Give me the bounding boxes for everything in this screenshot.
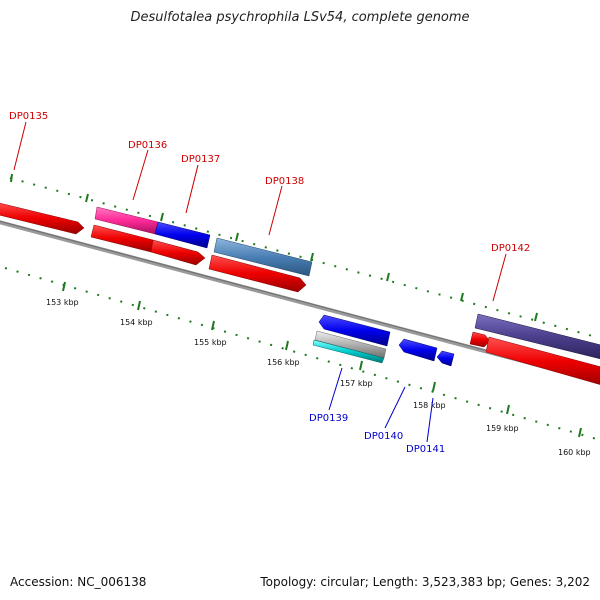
upper-major-tick [310, 252, 314, 262]
lower-major-tick [285, 340, 289, 351]
gene-labels: DP0135 DP0136 DP0137 DP0138 DP0139 DP014… [9, 111, 530, 455]
lower-major-tick [506, 404, 510, 415]
gene-label-dp0138: DP0138 [265, 176, 304, 187]
genome-summary: Topology: circular; Length: 3,523,383 bp… [260, 575, 590, 589]
gene-bar[interactable] [469, 331, 491, 348]
scale-label: 157 kbp [340, 379, 373, 388]
upper-major-tick [235, 232, 239, 242]
gene-label-dp0142: DP0142 [491, 243, 530, 254]
gene-label-dp0141: DP0141 [406, 444, 445, 455]
lower-major-tick [359, 360, 363, 371]
upper-tick-track [9, 173, 600, 339]
scale-label: 154 kbp [120, 318, 153, 327]
scale-label: 158 kbp [413, 401, 446, 410]
gene-bar[interactable] [150, 239, 206, 266]
map-title: Desulfotalea psychrophila LSv54, complet… [130, 10, 470, 25]
gene-arrow-dp0135[interactable] [0, 202, 85, 235]
label-leader-lines [13, 121, 507, 443]
lower-tick-track [4, 267, 600, 441]
gene-label-dp0137: DP0137 [181, 154, 220, 165]
gene-label-dp0139: DP0139 [309, 413, 348, 424]
scale-label: 159 kbp [486, 424, 519, 433]
upper-major-tick [460, 292, 464, 302]
scale-label: 160 kbp [558, 448, 591, 457]
lower-major-tick [432, 381, 436, 392]
scale-label: 155 kbp [194, 338, 227, 347]
upper-major-tick [386, 272, 390, 282]
upper-major-tick [160, 212, 164, 222]
gene-arrow-dp0142[interactable] [474, 313, 600, 360]
lower-major-tick [137, 300, 141, 311]
scale-label: 156 kbp [267, 358, 300, 367]
lower-major-tick [62, 281, 66, 292]
upper-major-tick [534, 312, 538, 322]
lower-major-tick [578, 427, 582, 438]
gene-bar[interactable] [208, 254, 307, 293]
upper-major-tick [10, 173, 13, 183]
lower-major-tick [211, 320, 215, 331]
gene-arrow-dp0140[interactable] [398, 338, 438, 362]
gene-bar[interactable] [312, 339, 385, 364]
gene-label-dp0135: DP0135 [9, 111, 48, 122]
reverse-gene-features [312, 314, 455, 367]
gene-arrow-dp0139[interactable] [318, 314, 391, 347]
gene-bar[interactable] [485, 336, 600, 386]
upper-major-tick [85, 193, 89, 203]
forward-gene-features [90, 224, 600, 386]
gene-label-dp0140: DP0140 [364, 431, 403, 442]
scale-label: 153 kbp [46, 298, 79, 307]
scale-labels: 153 kbp 154 kbp 155 kbp 156 kbp 157 kbp … [46, 298, 591, 457]
gene-arrow-dp0138[interactable] [213, 237, 313, 277]
gene-label-dp0136: DP0136 [128, 140, 167, 151]
gene-arrow-dp0141[interactable] [436, 350, 455, 367]
accession-label: Accession: NC_006138 [10, 575, 147, 589]
gene-arrow-dp0137[interactable] [154, 221, 211, 249]
forward-cds-features [0, 202, 600, 360]
